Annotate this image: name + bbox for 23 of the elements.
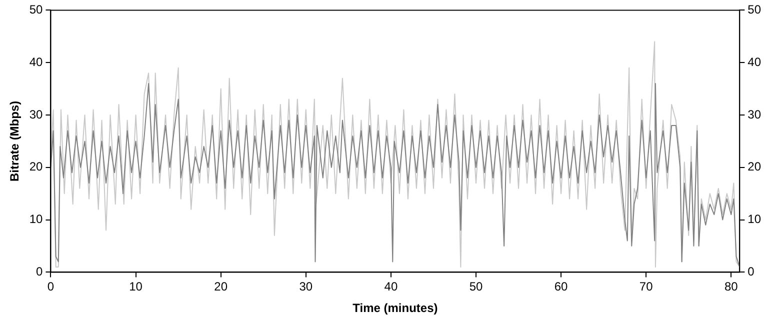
x-tick-label: 10 (129, 280, 143, 294)
x-tick-label: 50 (469, 280, 483, 294)
y2-tick-label: 0 (748, 264, 755, 279)
x-tick-label: 40 (384, 280, 398, 294)
y-tick-label: 50 (29, 2, 44, 17)
x-tick-label: 0 (47, 280, 54, 294)
y2-tick-label: 10 (748, 212, 762, 226)
y-tick-label: 10 (29, 212, 44, 226)
x-tick-label: 70 (639, 280, 654, 294)
x-tick-label: 80 (724, 280, 738, 294)
y2-tick-label: 30 (748, 107, 762, 122)
x-tick-label: 60 (554, 280, 568, 294)
y-tick-label: 30 (29, 107, 44, 122)
y-tick-label: 20 (29, 160, 44, 174)
x-axis-title: Time (minutes) (352, 301, 438, 316)
y2-tick-label: 20 (748, 160, 762, 174)
y-tick-label: 0 (36, 264, 44, 279)
y2-tick-label: 50 (748, 2, 762, 17)
y-axis-title: Bitrate (Mbps) (8, 100, 22, 182)
x-tick-label: 20 (214, 280, 228, 294)
y-tick-label: 40 (29, 54, 44, 69)
y2-tick-label: 40 (748, 54, 762, 69)
x-tick-label: 30 (299, 280, 313, 294)
